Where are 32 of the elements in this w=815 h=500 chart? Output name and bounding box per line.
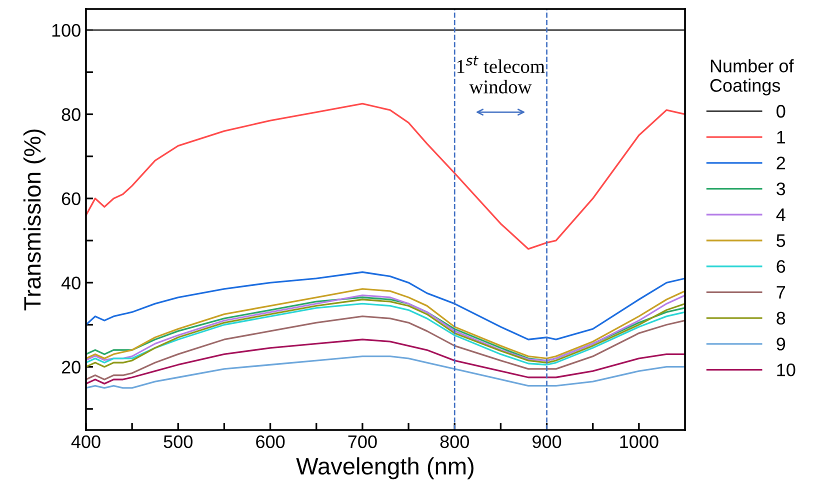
y-tick-label: 80 (62, 108, 80, 121)
y-tick-label: 20 (62, 360, 80, 374)
legend-label: 0 (776, 104, 786, 118)
legend-label: 7 (776, 286, 785, 299)
y-tick-label: 60 (62, 192, 80, 206)
legend-label: 5 (776, 234, 786, 247)
legend-title: Number of Coatings (710, 59, 794, 96)
y-axis-title: Transmission (%) (23, 130, 46, 310)
legend-label: 4 (776, 208, 786, 221)
x-tick-label: 1000 (620, 435, 658, 448)
x-axis-title: Wavelength (nm) (296, 457, 474, 480)
legend-label: 6 (776, 260, 786, 273)
line-series (86, 315, 686, 380)
legend-label: 10 (777, 364, 796, 376)
x-tick-label: 500 (164, 435, 192, 448)
legend-label: 9 (776, 338, 786, 350)
legend-label: 3 (776, 182, 786, 196)
legend-label: 8 (776, 312, 786, 325)
line-series (86, 355, 686, 389)
x-tick-label: 900 (532, 435, 562, 448)
line-series (86, 338, 686, 385)
x-tick-label: 700 (348, 435, 377, 448)
line-series (86, 102, 686, 250)
x-tick-label: 600 (256, 435, 285, 448)
legend-label: 2 (776, 156, 785, 170)
annotation: 1$^{st}$ telecom window (457, 56, 545, 94)
y-tick-label: 40 (61, 276, 80, 290)
x-tick-label: 400 (71, 435, 100, 448)
legend-label: 1 (777, 130, 786, 144)
line-series (86, 271, 686, 340)
y-tick-label: 100 (52, 24, 80, 37)
x-tick-label: 800 (440, 435, 469, 448)
